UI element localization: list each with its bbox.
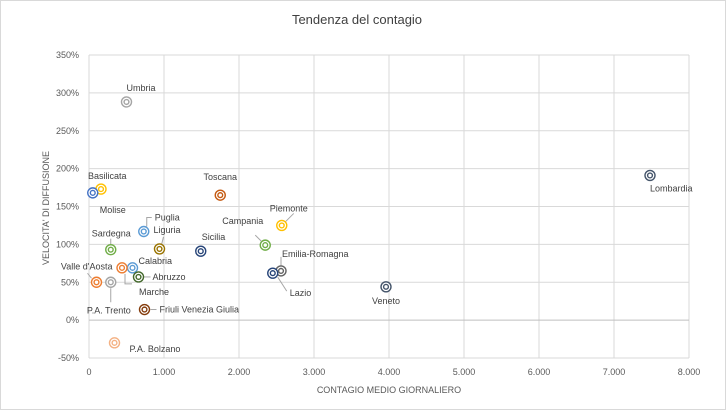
x-tick-label: 2.000 (228, 367, 251, 377)
chart-title: Tendenza del contagio (292, 12, 422, 27)
point-label-p-a-trento: P.A. Trento (87, 305, 131, 315)
point-p-a-trento (105, 276, 117, 288)
point-toscana (214, 189, 226, 201)
point-label-veneto: Veneto (372, 296, 400, 306)
point-marker-inner (382, 283, 390, 290)
point-label-p-a-bolzano: P.A. Bolzano (130, 344, 181, 354)
leader-lines (87, 213, 295, 311)
point-label-calabria: Calabria (139, 256, 173, 266)
y-tick-label: 50% (61, 277, 79, 287)
point-label-piemonte: Piemonte (270, 203, 308, 213)
point-label-umbria: Umbria (127, 83, 156, 93)
point-marker-inner (97, 185, 105, 193)
point-marker-inner (140, 228, 147, 235)
y-tick-label: 200% (56, 164, 79, 174)
point-label-abruzzo: Abruzzo (153, 272, 186, 282)
point-piemonte (276, 219, 288, 232)
y-tick-label: 350% (56, 50, 79, 60)
point-marker-inner (156, 245, 163, 253)
point-labels: Umbria Basilicata Molise Toscana Lombardia Pi… (61, 83, 693, 354)
point-marker-inner (646, 172, 654, 179)
point-label-campania: Campania (222, 216, 263, 226)
point-veneto (380, 281, 392, 293)
point-marker-inner (107, 246, 114, 253)
point-label-lazio: Lazio (290, 288, 312, 298)
point-marker-inner (89, 189, 96, 196)
point-friuli-venezia-giulia (138, 303, 151, 316)
leader-line-liguria (161, 236, 164, 246)
x-tick-label: 5.000 (453, 367, 476, 377)
point-label-emilia-romagna: Emilia-Romagna (282, 249, 349, 259)
leader-line-marche (124, 273, 132, 285)
point-label-lombardia: Lombardia (650, 183, 693, 193)
point-sardegna (105, 243, 117, 256)
point-umbria (120, 96, 133, 108)
point-marker-inner (141, 306, 148, 313)
x-tick-label: 7.000 (603, 367, 626, 377)
point-label-puglia: Puglia (155, 212, 180, 222)
x-tick-label: 8.000 (678, 367, 701, 377)
point-label-basilicata: Basilicata (88, 171, 127, 181)
point-marker-inner (262, 242, 269, 249)
point-calabria (126, 262, 139, 274)
point-label-friuli-venezia-giulia: Friuli Venezia Giulia (160, 305, 240, 315)
point-abruzzo (132, 271, 145, 283)
y-tick-label: 150% (56, 202, 79, 212)
x-tick-label: 4.000 (378, 367, 401, 377)
x-tick-label: 3.000 (303, 367, 326, 377)
y-tick-labels: -50% 0% 50% 100% 150% 200% 250% 300% 350% (56, 50, 79, 363)
point-label-toscana: Toscana (203, 172, 237, 182)
point-label-molise: Molise (100, 205, 126, 215)
x-tick-labels: 0 1.000 2.000 3.000 4.000 5.000 6.000 7.000 8.00… (86, 367, 700, 377)
point-lazio (267, 267, 279, 279)
y-axis-title: VELOCITA' DI DIFFUSIONE (41, 151, 51, 265)
y-tick-label: 100% (56, 239, 79, 249)
point-puglia (138, 225, 150, 238)
point-label-marche: Marche (139, 287, 169, 297)
point-marker-inner (269, 270, 276, 277)
point-marker-inner (93, 279, 100, 286)
point-marker-inner (129, 264, 136, 271)
point-label-sardegna: Sardegna (92, 229, 131, 239)
point-liguria (153, 243, 166, 255)
leader-line-piemonte (285, 213, 295, 222)
point-sicilia (195, 245, 207, 257)
point-valle-d-aosta (90, 276, 103, 288)
gridlines (88, 54, 690, 359)
point-marker-inner (277, 267, 285, 274)
point-lombardia (644, 169, 656, 182)
point-marker-inner (107, 279, 114, 286)
point-marker-inner (278, 222, 285, 229)
x-tick-label: 6.000 (528, 367, 551, 377)
point-marker-inner (217, 192, 224, 199)
point-marche (116, 262, 128, 274)
x-tick-label: 1.000 (153, 367, 176, 377)
leader-line-campania (254, 234, 262, 242)
x-tick-label: 0 (86, 367, 91, 377)
point-p-a-bolzano (108, 337, 121, 349)
leader-line-puglia (146, 216, 152, 227)
point-campania (259, 239, 271, 251)
point-label-sicilia: Sicilia (202, 232, 226, 242)
point-label-valle-d-aosta: Valle d'Aosta (61, 261, 113, 271)
point-marker-inner (118, 264, 126, 271)
y-tick-label: 250% (56, 126, 79, 136)
data-points (87, 96, 656, 349)
point-marker-inner (111, 339, 118, 346)
x-axis-title: CONTAGIO MEDIO GIORNALIERO (317, 385, 461, 395)
point-marker-inner (123, 98, 130, 106)
leader-line-valle-d-aosta (87, 272, 92, 279)
point-marker-inner (197, 248, 204, 255)
leader-line-lazio (277, 276, 288, 292)
point-label-liguria: Liguria (154, 225, 181, 235)
y-tick-label: 300% (56, 88, 79, 98)
y-tick-label: 0% (66, 315, 79, 325)
y-tick-label: -50% (58, 353, 79, 363)
point-marker-inner (135, 273, 142, 281)
point-molise (87, 187, 99, 199)
